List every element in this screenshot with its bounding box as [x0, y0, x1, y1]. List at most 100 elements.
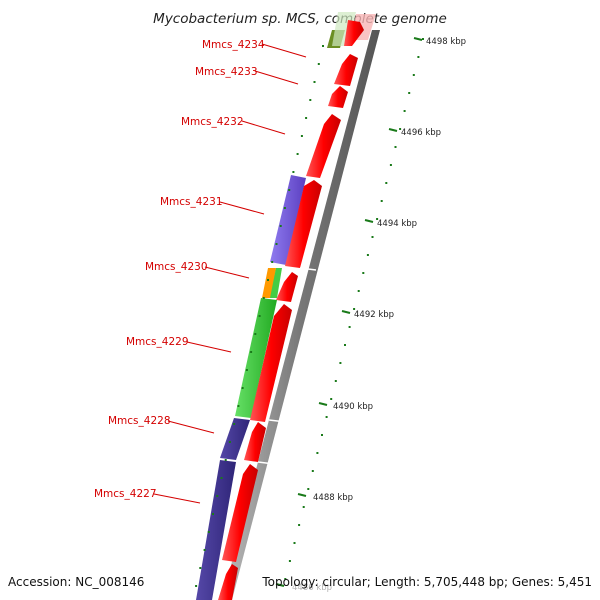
genome-backbone: [222, 30, 380, 600]
inner-tick-dot: [279, 225, 282, 227]
gene-label-mmcs-4228: Mmcs_4228: [108, 415, 171, 427]
outer-tick-dot: [353, 308, 356, 310]
inner-tick-dot: [283, 207, 286, 209]
gene-label-mmcs-4231: Mmcs_4231: [160, 196, 223, 208]
inner-tick-dot: [288, 189, 291, 191]
kbp-tick-4496: [388, 128, 398, 132]
outer-tick-dot: [403, 110, 406, 112]
outer-tick-dot: [307, 488, 310, 490]
gene-label-mmcs-4233: Mmcs_4233: [195, 66, 258, 78]
kbp-label-4498: 4498 kbp: [426, 37, 466, 47]
kbp-label-4496: 4496 kbp: [401, 128, 441, 138]
gene-arrow-mmcs-4231: [285, 180, 322, 268]
inner-tick-dot: [271, 261, 274, 263]
gene-arrow-mmcs-4232-b: [306, 114, 341, 178]
inner-tick-dot: [237, 405, 240, 407]
kbp-tick-4486: [275, 583, 285, 587]
gene-arrow-mmcs-4234: [344, 20, 364, 46]
inner-tick-dot: [275, 243, 278, 245]
inner-tick-dot: [313, 81, 316, 83]
kbp-tick-4488: [297, 493, 307, 497]
inner-tick-dot: [250, 351, 253, 353]
tick-dots: [195, 38, 424, 587]
inner-tick-dot: [199, 567, 202, 569]
inner-tick-dot: [267, 279, 269, 281]
outer-tick-dot: [348, 326, 351, 328]
inner-tick-dot: [216, 495, 219, 497]
inner-tick-dot: [262, 297, 265, 299]
inner-tick-dot: [195, 585, 198, 587]
gene-label-mmcs-4232: Mmcs_4232: [181, 116, 244, 128]
inner-tick-dot: [309, 99, 312, 101]
inner-tick-dot: [296, 153, 299, 155]
outer-tick-dot: [339, 362, 342, 364]
feature-green-small-mmcs-4230: [270, 268, 282, 298]
outer-tick-dot: [385, 182, 388, 184]
gene-arrow-mmcs-4229: [250, 304, 292, 422]
inner-tick-dot: [258, 315, 261, 317]
label-leaders: [153, 43, 307, 504]
map-title: Mycobacterium sp. MCS, complete genome: [153, 11, 447, 27]
gene-label-mmcs-4230: Mmcs_4230: [145, 261, 208, 273]
feature-green-mmcs-4229: [235, 298, 277, 418]
inner-tick-dot: [228, 441, 231, 443]
outer-tick-dot: [334, 380, 337, 382]
inner-tick-dot: [322, 45, 324, 47]
outer-tick-dot: [376, 218, 379, 220]
feature-navy-mmcs-4227: [196, 460, 236, 600]
outer-tick-dot: [357, 290, 360, 292]
feature-orange-mmcs-4230: [262, 268, 276, 298]
inner-tick-dot: [212, 513, 214, 515]
kbp-label-4488: 4488 kbp: [313, 493, 353, 503]
kbp-label-4492: 4492 kbp: [354, 310, 394, 320]
inner-tick-dot: [300, 135, 303, 137]
outer-tick-dot: [298, 524, 301, 526]
gene-label-mmcs-4234: Mmcs_4234: [202, 39, 265, 51]
gene-arrow-mmcs-4233: [334, 54, 358, 86]
outer-tick-dot: [380, 200, 383, 202]
outer-tick-dot: [394, 146, 397, 148]
accession-text: Accession: NC_008146: [8, 575, 144, 589]
outer-tick-dot: [408, 92, 411, 94]
outer-tick-dot: [316, 452, 319, 454]
inner-tick-dot: [305, 117, 308, 119]
topology-text: Topology: circular; Length: 5,705,448 bp…: [261, 575, 592, 589]
gene-arrow-mmcs-4232-a: [328, 86, 348, 108]
kbp-label-4490: 4490 kbp: [333, 402, 373, 412]
kbp-tick-4492: [341, 310, 351, 314]
outer-tick-dot: [288, 560, 291, 562]
outer-tick-dot: [302, 506, 305, 508]
outer-tick-dot: [344, 344, 346, 346]
inner-tick-dot: [233, 423, 236, 425]
kbp-tick-4498: [413, 37, 423, 41]
outer-tick-dot: [293, 542, 296, 544]
gene-separators: [257, 267, 317, 465]
outer-tick-dot: [362, 272, 365, 274]
gene-label-mmcs-4229: Mmcs_4229: [126, 336, 189, 348]
inner-tick-dot: [241, 387, 244, 389]
outer-tick-dot: [412, 74, 415, 76]
outer-tick-dot: [321, 434, 323, 436]
outer-tick-dot: [311, 470, 314, 472]
outer-tick-dot: [284, 578, 287, 580]
feature-navy-mmcs-4228: [220, 418, 250, 460]
outer-tick-dot: [389, 164, 392, 166]
gene-arrow-mmcs-4227: [222, 464, 258, 562]
outer-tick-dot: [422, 38, 424, 40]
outer-tick-dot: [399, 128, 402, 130]
outer-tick-dot: [325, 416, 328, 418]
inner-tick-dot: [317, 63, 320, 65]
kbp-label-4494: 4494 kbp: [377, 219, 417, 229]
kbp-label-4486: 4486 kbp: [292, 583, 332, 593]
feature-purple-mmcs-4231: [270, 175, 306, 265]
gene-arrow-mmcs-4230: [276, 272, 298, 302]
inner-tick-dot: [220, 477, 223, 479]
outer-tick-dot: [371, 236, 374, 238]
outer-tick-dot: [330, 398, 333, 400]
outer-tick-dot: [417, 56, 420, 58]
inner-tick-dot: [254, 333, 257, 335]
inner-tick-dot: [203, 549, 206, 551]
gene-arrow-mmcs-4226: [218, 564, 238, 600]
gene-label-mmcs-4227: Mmcs_4227: [94, 488, 157, 500]
